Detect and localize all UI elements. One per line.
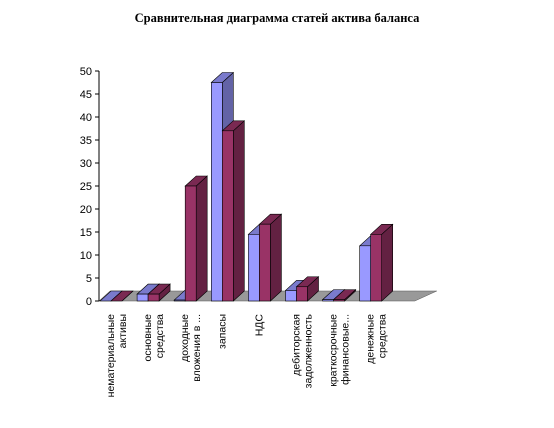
x-category-line: дебиторская <box>291 314 303 376</box>
y-tick-label: 30 <box>80 158 92 170</box>
x-category-line: задолженность <box>303 313 315 388</box>
bar <box>221 120 246 302</box>
bar-front <box>285 290 297 302</box>
y-tick-label: 15 <box>80 227 92 239</box>
x-category-line: денежные <box>365 314 377 364</box>
x-category-line: краткосрочные <box>328 314 340 387</box>
x-category-label: НДС <box>253 314 265 337</box>
y-tick-label: 35 <box>80 135 92 147</box>
bar-front <box>359 245 372 302</box>
x-category-line: запасы <box>216 314 228 349</box>
bar-front <box>211 82 223 302</box>
bar <box>369 223 394 302</box>
x-category-line: доходные <box>179 314 191 362</box>
y-tick-label: 45 <box>80 89 92 101</box>
y-tick-label: 40 <box>80 112 92 124</box>
bar-top <box>110 290 134 302</box>
bar <box>295 276 320 302</box>
bar-front <box>322 299 334 302</box>
bar-front <box>259 223 271 302</box>
x-category-line: средства <box>377 314 389 358</box>
y-tick-label: 5 <box>86 273 92 285</box>
bar-front <box>296 286 308 302</box>
x-category-line: активы <box>117 314 129 348</box>
bar-front <box>333 299 345 302</box>
x-category-line: финансовые... <box>340 314 352 385</box>
x-category-label: нематериальныеактивы <box>105 314 129 397</box>
x-category-label: краткосрочныефинансовые... <box>328 314 352 387</box>
bar-side <box>195 175 208 302</box>
bar-front <box>370 234 383 302</box>
bar-front <box>184 185 197 302</box>
bar-side <box>381 223 394 302</box>
bar <box>110 290 134 302</box>
x-category-label: запасы <box>216 314 228 349</box>
bar-front <box>173 299 186 302</box>
bar-front <box>222 130 234 302</box>
bar <box>258 213 283 302</box>
x-category-label: денежныесредства <box>365 314 389 364</box>
x-category-line: НДС <box>253 314 265 337</box>
y-tick-label: 25 <box>80 181 92 193</box>
x-category-line: основные <box>142 314 154 362</box>
x-category-line: средства <box>154 314 166 358</box>
bar-side <box>270 213 282 302</box>
x-category-label: дебиторскаязадолженность <box>291 313 315 388</box>
y-tick-label: 50 <box>80 66 92 78</box>
chart-title: Сравнительная диаграмма статей актива ба… <box>134 11 420 25</box>
bar <box>332 288 357 302</box>
x-category-line: нематериальные <box>105 314 117 397</box>
bar <box>147 283 171 302</box>
y-tick-label: 0 <box>86 296 92 308</box>
x-category-line: вложения в ... <box>191 314 203 382</box>
y-tick-label: 20 <box>80 204 92 216</box>
bar <box>184 175 208 302</box>
bar-front <box>248 234 260 302</box>
y-tick-label: 10 <box>80 250 92 262</box>
bar-front <box>136 293 149 302</box>
bar-front <box>147 293 160 302</box>
x-category-label: основныесредства <box>142 314 166 362</box>
bar-side <box>233 120 245 302</box>
x-category-label: доходныевложения в ... <box>179 314 203 382</box>
